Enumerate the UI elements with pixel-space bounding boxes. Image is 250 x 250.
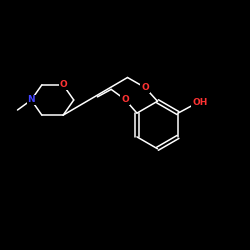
Text: O: O [59,80,67,89]
Text: O: O [121,95,129,104]
Text: N: N [28,96,35,104]
Text: O: O [141,83,149,92]
Text: OH: OH [192,98,208,107]
